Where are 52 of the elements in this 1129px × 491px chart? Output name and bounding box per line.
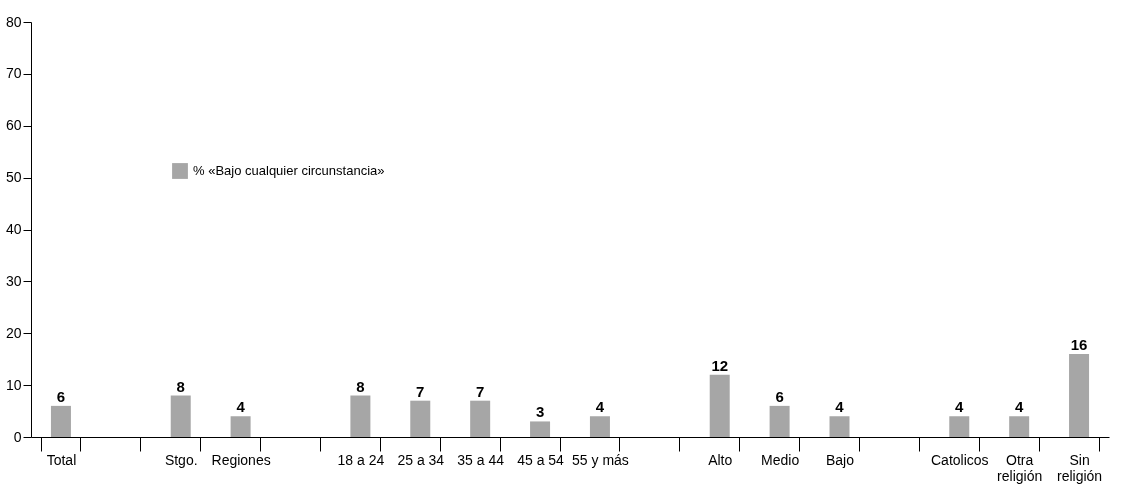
x-tick-label: Medio: [761, 451, 800, 468]
bar: [230, 416, 251, 437]
y-tick-label: 80: [5, 13, 22, 30]
x-tick-label: 55 y más: [572, 451, 629, 468]
data-label: 12: [711, 356, 729, 374]
y-tick-label: 60: [5, 117, 22, 134]
bar: [829, 416, 850, 437]
x-tick-label: 35 a 44: [457, 451, 505, 468]
legend-label: % «Bajo cualquier circunstancia»: [193, 163, 385, 178]
bar: [949, 416, 970, 437]
x-tick-label: Catolicos: [930, 451, 989, 468]
data-label: 4: [595, 398, 605, 416]
data-label: 8: [356, 377, 365, 395]
data-label: 8: [176, 377, 185, 395]
x-tick-label: Stgo.: [164, 451, 198, 468]
x-tick-label: Regiones: [211, 451, 271, 468]
x-tick-label: Total: [46, 451, 77, 468]
bar: [470, 400, 491, 437]
data-label: 4: [236, 398, 246, 416]
bar: [170, 395, 191, 437]
data-label: 16: [1070, 336, 1088, 353]
x-tick-label: 45 a 54: [517, 451, 565, 468]
data-label: 4: [955, 398, 965, 416]
y-tick-label: 50: [5, 169, 22, 186]
x-tick-label: 18 a 24: [337, 451, 385, 468]
bar: [1009, 416, 1030, 437]
y-tick-label: 30: [5, 272, 22, 289]
bar: [709, 374, 730, 437]
y-tick-label: 10: [5, 376, 22, 393]
x-tick-label: Alto: [708, 451, 733, 468]
data-label: 4: [1014, 398, 1024, 416]
x-tick-label: 25 a 34: [397, 451, 445, 468]
bar: [50, 405, 71, 437]
y-tick-label: 40: [5, 221, 22, 237]
y-tick-label: 20: [5, 324, 22, 341]
bar: [589, 416, 610, 437]
data-label: 7: [416, 382, 425, 400]
y-tick-label: 0: [13, 428, 22, 445]
bar: [530, 421, 551, 437]
bar: [769, 405, 790, 437]
x-tick-label: Sin religión: [1056, 451, 1103, 484]
bar: [410, 400, 431, 437]
x-tick-label: Bajo: [825, 451, 855, 468]
data-label: 6: [775, 387, 784, 405]
bar: [1069, 354, 1090, 437]
data-label: 4: [835, 398, 845, 416]
x-tick-label: Otra religión: [997, 451, 1043, 484]
data-label: 7: [475, 382, 485, 400]
data-label: 3: [535, 403, 545, 421]
data-label: 6: [56, 387, 66, 405]
bar: [350, 395, 371, 437]
y-tick-label: 70: [5, 65, 22, 82]
